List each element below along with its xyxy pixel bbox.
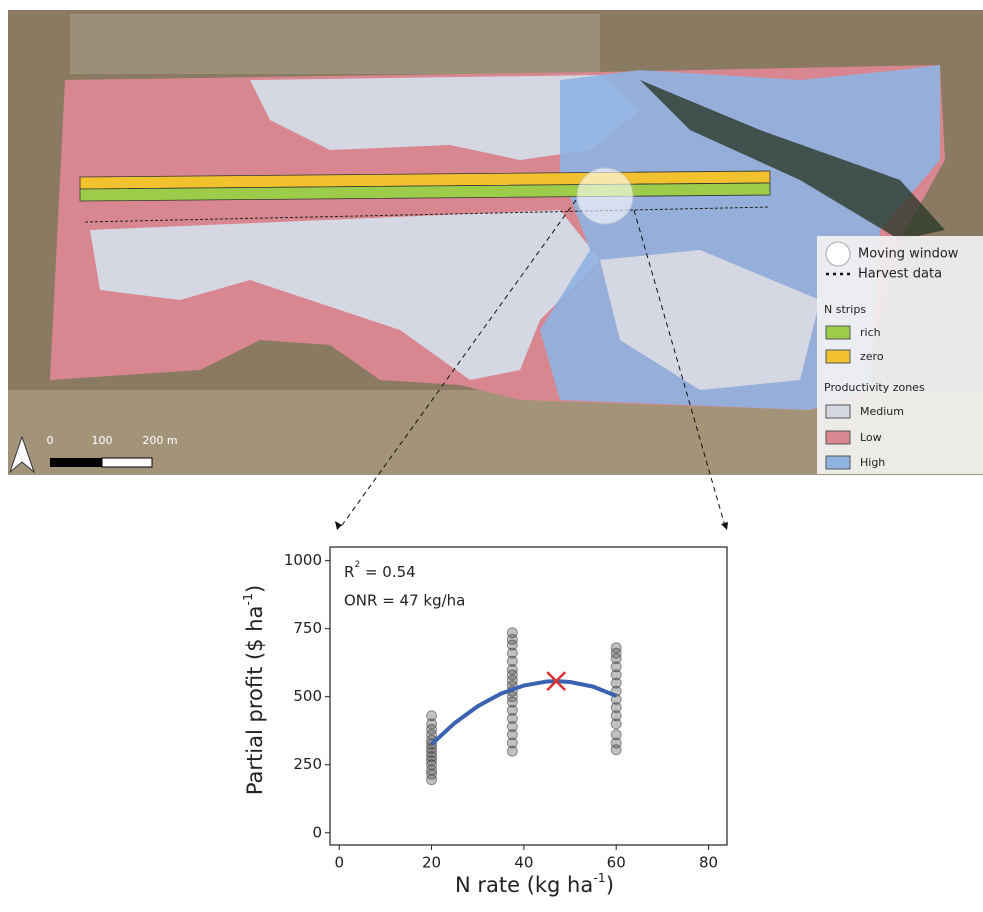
map (8, 10, 983, 530)
x-axis-label-text: N rate (kg ha (455, 873, 593, 897)
scale-label: 100 (92, 434, 113, 447)
legend-label: Low (860, 431, 882, 444)
y-tick-label: 750 (293, 619, 322, 637)
x-tick-label: 40 (514, 854, 533, 872)
annotation: ONR = 47 kg/ha (344, 592, 465, 610)
y-axis-label-text: Partial profit ($ ha (243, 606, 267, 796)
x-axis-label: N rate (kg ha-1) (455, 870, 614, 898)
y-axis-label-end: ) (243, 585, 267, 593)
legend-swatch (826, 431, 850, 444)
fit-curve (432, 681, 617, 744)
scale-label: 0 (47, 434, 54, 447)
legend-label: High (860, 456, 885, 469)
y-tick-label: 1000 (284, 551, 322, 569)
point (611, 643, 621, 653)
x-axis-label-sup: -1 (593, 870, 606, 885)
legend-label: Harvest data (858, 267, 942, 282)
legend-label: Medium (860, 405, 904, 418)
point (611, 730, 621, 740)
y-tick-label: 500 (293, 687, 322, 705)
annotation-end: = 0.54 (360, 563, 416, 581)
figure: Moving window Harvest data N strips rich zer… (0, 0, 983, 908)
legend-title: N strips (824, 303, 866, 316)
y-tick-label: 0 (312, 823, 322, 841)
x-tick-label: 20 (422, 854, 441, 872)
x-tick-label: 60 (607, 854, 626, 872)
legend-label: zero (860, 350, 884, 363)
legend-swatch (826, 456, 850, 469)
point (507, 628, 517, 638)
legend-title: Productivity zones (824, 381, 925, 394)
annotation: R2 = 0.54 (344, 560, 416, 581)
legend-swatch (826, 326, 850, 339)
y-axis-label: Partial profit ($ ha-1) (240, 585, 268, 795)
x-tick-label: 80 (699, 854, 718, 872)
x-tick-label: 0 (334, 854, 344, 872)
scale-label: 200 m (142, 434, 177, 447)
legend-label: Moving window (858, 247, 959, 262)
legend-swatch (826, 350, 850, 363)
y-tick-label: 250 (293, 755, 322, 773)
legend-label: rich (860, 326, 881, 339)
legend-swatch (826, 405, 850, 418)
y-axis-label-sup: -1 (240, 593, 255, 606)
point (427, 711, 437, 721)
x-axis-label-end: ) (606, 873, 614, 897)
annotation-text: R (344, 563, 354, 581)
